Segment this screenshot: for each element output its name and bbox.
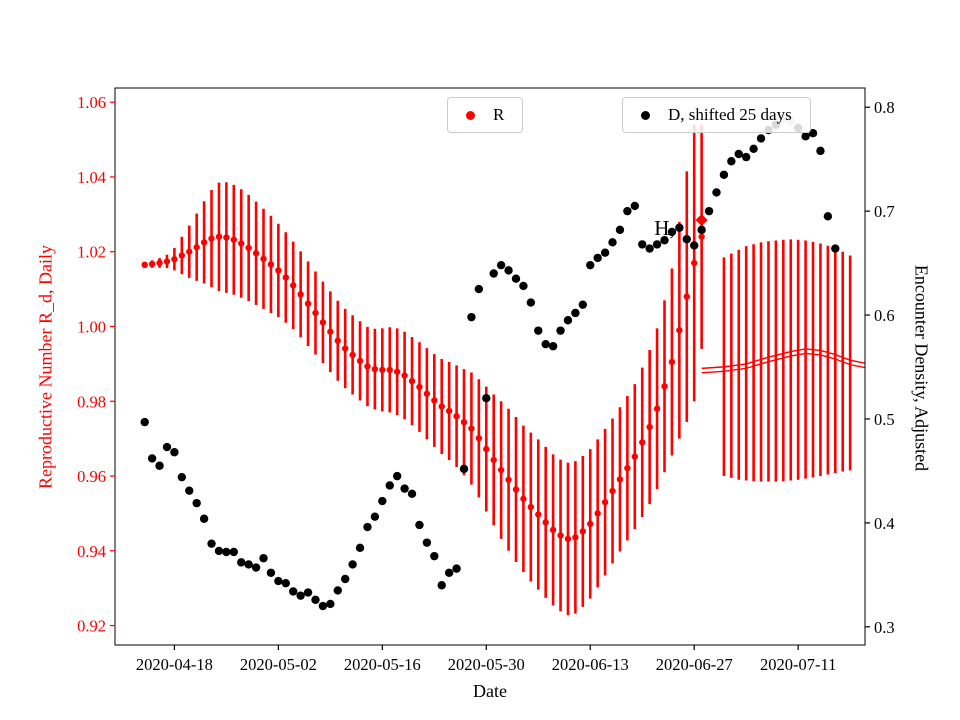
svg-text:2020-06-27: 2020-06-27 [656, 655, 733, 674]
plot-border [114, 87, 866, 646]
svg-text:2020-05-30: 2020-05-30 [448, 655, 525, 674]
legend-label-d: D, shifted 25 days [668, 105, 792, 124]
svg-text:0.94: 0.94 [77, 542, 106, 561]
x-ticks: 2020-04-18 2020-05-02 2020-05-16 2020-05-30… [136, 645, 836, 674]
forecast-lines [701, 348, 866, 374]
svg-text:2020-07-11: 2020-07-11 [760, 655, 836, 674]
right-axis-label: Encounter Density, Adjusted [911, 264, 932, 472]
svg-text:1.02: 1.02 [77, 243, 106, 262]
forecast-errorbars [722, 239, 852, 482]
legend-marker-d-icon [641, 110, 650, 120]
annotation-text: H, [654, 216, 674, 240]
svg-text:1.04: 1.04 [77, 168, 106, 187]
x-axis-label: Date [473, 681, 507, 701]
legend-marker-r-icon [466, 110, 475, 120]
svg-text:0.98: 0.98 [77, 392, 106, 411]
svg-text:0.7: 0.7 [874, 202, 895, 221]
legend-r: R [447, 97, 524, 133]
left-axis-label: Reproductive Number R_d, Daily [35, 245, 56, 489]
svg-text:0.4: 0.4 [874, 514, 895, 533]
svg-text:2020-05-02: 2020-05-02 [240, 655, 317, 674]
legend-d: D, shifted 25 days [622, 97, 811, 133]
right-ticks: 0.8 0.7 0.6 0.5 0.4 0.3 [865, 98, 895, 637]
svg-text:0.6: 0.6 [874, 306, 895, 325]
svg-text:0.3: 0.3 [874, 618, 895, 637]
r-points [141, 233, 705, 543]
svg-text:1.00: 1.00 [77, 318, 106, 337]
svg-text:0.92: 0.92 [77, 617, 106, 636]
svg-text:2020-04-18: 2020-04-18 [136, 655, 213, 674]
legend-label-r: R [493, 105, 505, 124]
svg-text:1.06: 1.06 [77, 93, 106, 112]
svg-text:0.96: 0.96 [77, 467, 106, 486]
svg-text:2020-05-16: 2020-05-16 [344, 655, 421, 674]
left-ticks: 1.06 1.04 1.02 1.00 0.98 0.96 0.94 0.92 [77, 93, 115, 636]
svg-text:0.8: 0.8 [874, 98, 895, 117]
svg-text:0.5: 0.5 [874, 410, 895, 429]
r-latest-diamond-icon [695, 213, 708, 226]
svg-text:2020-06-13: 2020-06-13 [552, 655, 629, 674]
